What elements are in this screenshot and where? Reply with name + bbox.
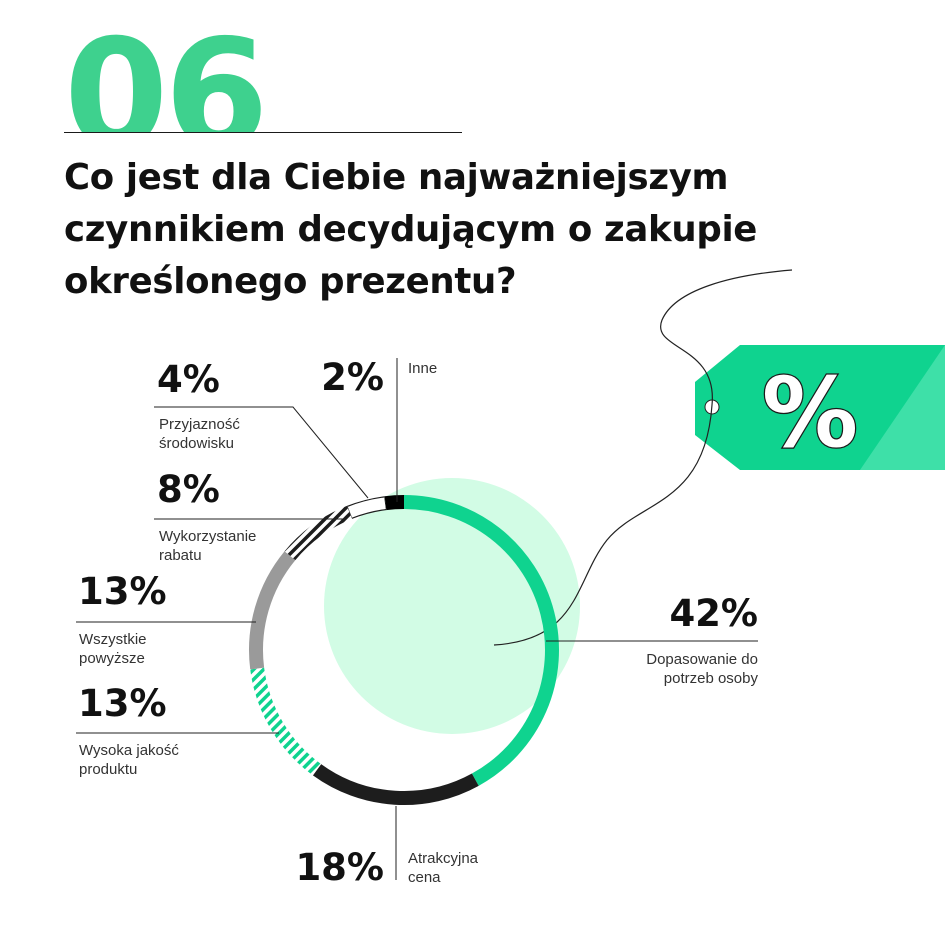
slice-atrakcyjna-cena bbox=[312, 764, 479, 805]
slice-dopasowanie-do-potrzeb-osoby bbox=[403, 495, 559, 786]
slice-value-rabat: 8% bbox=[157, 468, 220, 511]
slice-label-rabat: Wykorzystanie rabatu bbox=[159, 528, 257, 564]
slice-label-cena: Atrakcyjna cena bbox=[408, 850, 479, 886]
leader-lines bbox=[76, 358, 758, 880]
slice-label-inne: Inne bbox=[408, 360, 438, 377]
tag-string bbox=[493, 269, 793, 646]
slice-value-cena: 18% bbox=[295, 846, 384, 889]
slice-wszystkie-powyz-sze bbox=[249, 551, 296, 670]
header-rule bbox=[64, 132, 462, 133]
slice-value-wszystkie: 13% bbox=[78, 570, 167, 613]
donut-ring bbox=[249, 495, 559, 805]
percent-symbol: % bbox=[762, 357, 858, 469]
leader-line bbox=[154, 406, 369, 499]
slice-label-przyjaznosc: Przyjazność środowisku bbox=[159, 416, 240, 452]
price-tag: % bbox=[695, 345, 945, 470]
question-title: Co jest dla Ciebie najważniejszym czynni… bbox=[64, 157, 758, 302]
slice-wykorzystanie-rabatu bbox=[284, 505, 353, 561]
section-number: 06 bbox=[64, 16, 269, 132]
slice-label-dopasowanie: Dopasowanie do potrzeb osoby bbox=[646, 651, 758, 687]
slice-value-dopasowanie: 42% bbox=[669, 592, 758, 635]
slice-label-jakosc: Wysoka jakość produktu bbox=[79, 742, 179, 778]
slice-wysoka-jakos-c-produktu bbox=[250, 667, 322, 776]
slice-value-jakosc: 13% bbox=[78, 682, 167, 725]
slice-label-wszystkie: Wszystkie powyższe bbox=[79, 631, 147, 667]
tag-highlight bbox=[860, 345, 945, 470]
slice-przyjaznos-c-s-rodowisku bbox=[347, 497, 386, 518]
slice-inne bbox=[384, 495, 405, 511]
slice-value-inne: 2% bbox=[321, 356, 384, 399]
background-disc bbox=[324, 478, 580, 734]
slice-value-przyjaznosc: 4% bbox=[157, 358, 220, 401]
